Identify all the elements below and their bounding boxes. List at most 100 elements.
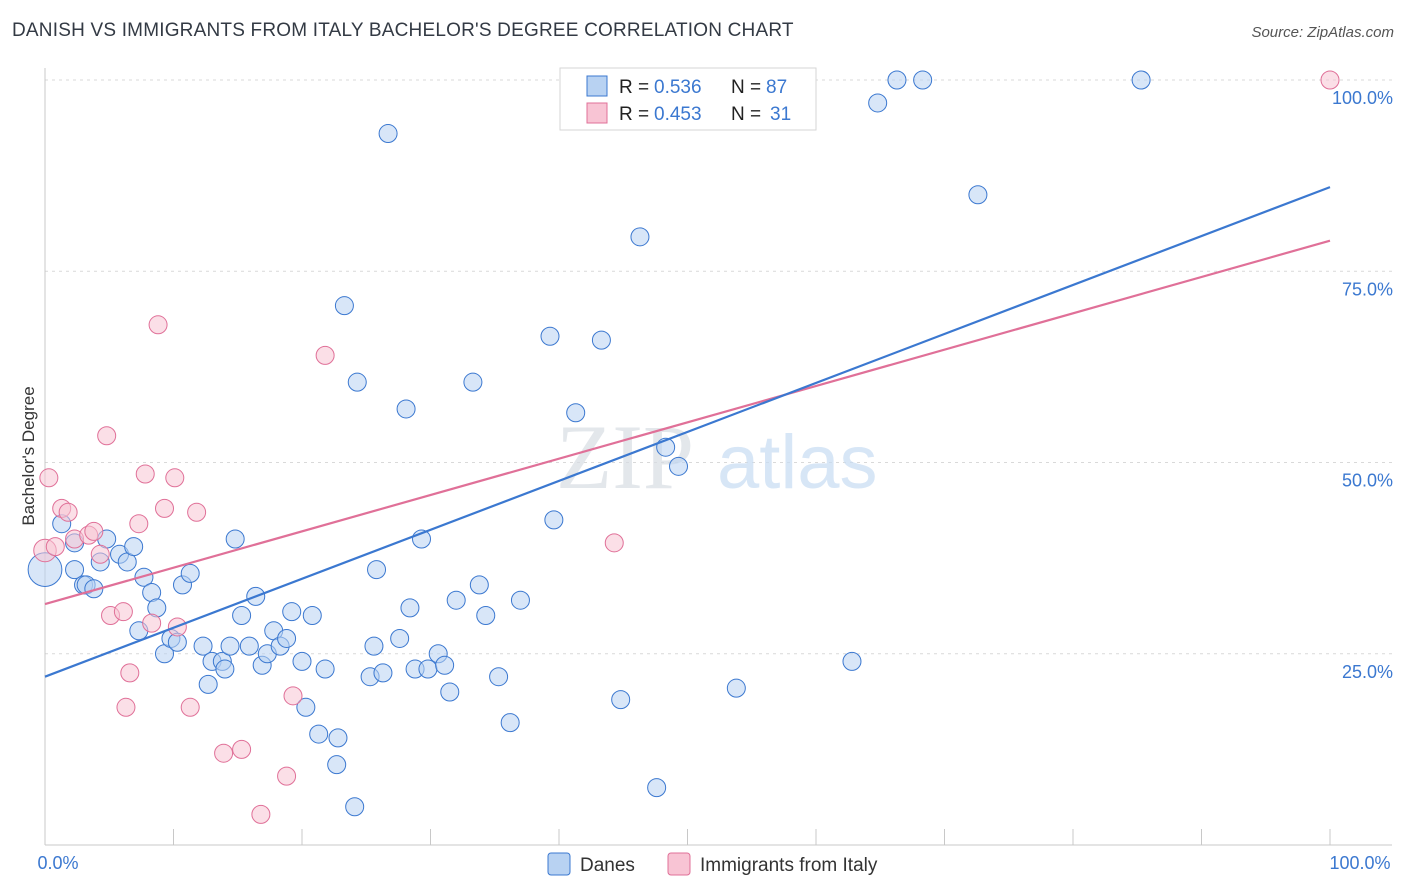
gridlines <box>45 79 1392 655</box>
y-tick-label: 100.0% <box>1332 88 1393 108</box>
bottom-legend-swatch-italy <box>667 852 691 876</box>
danes-point <box>968 185 988 205</box>
danes-point <box>463 372 483 392</box>
danes-point <box>347 372 367 392</box>
watermark: ZIP atlas <box>556 406 878 508</box>
danes-point <box>180 563 200 583</box>
legend-r-label-italy: R = <box>619 104 649 125</box>
danes-trend-line <box>44 186 1331 678</box>
legend-swatch-danes <box>586 75 608 97</box>
danes-point <box>390 628 410 648</box>
italy-point <box>283 686 303 706</box>
italy-point <box>165 468 185 488</box>
danes-point <box>591 330 611 350</box>
danes-point <box>489 667 509 687</box>
x-tick-left: 0.0% <box>37 853 78 873</box>
danes-point <box>1131 70 1151 90</box>
danes-point <box>328 728 348 748</box>
italy-point <box>90 544 110 564</box>
danes-point <box>198 674 218 694</box>
bottom-legend: Danes Immigrants from Italy <box>547 852 878 876</box>
danes-point <box>510 590 530 610</box>
italy-point <box>142 613 162 633</box>
italy-point <box>251 804 271 824</box>
legend-n-label-danes: N = <box>731 77 761 98</box>
legend-n-value-italy: 31 <box>770 104 791 125</box>
italy-point <box>315 345 335 365</box>
danes-points <box>27 70 1151 817</box>
danes-point <box>418 659 438 679</box>
legend-n-label-italy: N = <box>731 104 761 125</box>
y-tick-label: 75.0% <box>1342 279 1393 299</box>
legend-r-value-italy: 0.453 <box>654 104 702 125</box>
danes-point <box>446 590 466 610</box>
italy-point <box>604 533 624 553</box>
axes <box>44 68 1392 846</box>
danes-point <box>630 227 650 247</box>
y-axis-label: Bachelor's Degree <box>19 386 38 525</box>
italy-point <box>135 464 155 484</box>
y-tick-label: 50.0% <box>1342 471 1393 491</box>
danes-point <box>373 663 393 683</box>
italy-point <box>58 502 78 522</box>
legend-swatch-italy <box>586 102 608 124</box>
italy-point <box>187 502 207 522</box>
italy-point <box>1320 70 1340 90</box>
danes-point <box>400 598 420 618</box>
italy-trend-line <box>44 239 1331 606</box>
danes-point <box>378 124 398 144</box>
legend-r-label-danes: R = <box>619 77 649 98</box>
danes-point <box>566 403 586 423</box>
source-label: Source: ZipAtlas.com <box>1251 24 1394 41</box>
danes-point <box>868 93 888 113</box>
italy-point <box>113 602 133 622</box>
danes-point <box>440 682 460 702</box>
legend-n-value-danes: 87 <box>766 77 787 98</box>
danes-point <box>435 655 455 675</box>
trend-lines <box>44 186 1331 678</box>
danes-point <box>540 326 560 346</box>
watermark-zip: ZIP <box>556 406 694 508</box>
bottom-legend-label-italy: Immigrants from Italy <box>700 855 878 876</box>
watermark-atlas: atlas <box>717 420 878 505</box>
danes-point <box>345 797 365 817</box>
danes-point <box>215 659 235 679</box>
danes-point <box>726 678 746 698</box>
italy-point <box>148 315 168 335</box>
danes-point <box>647 778 667 798</box>
danes-point <box>296 697 316 717</box>
italy-point <box>97 426 117 446</box>
y-tick-labels: 100.0% 75.0% 50.0% 25.0% <box>1332 88 1393 682</box>
danes-point <box>193 636 213 656</box>
italy-point <box>129 514 149 534</box>
danes-point <box>327 755 347 775</box>
danes-point <box>302 606 322 625</box>
italy-point <box>277 766 297 786</box>
italy-point <box>45 537 65 557</box>
danes-point <box>232 606 252 625</box>
danes-point <box>842 651 862 671</box>
y-tick-label: 25.0% <box>1342 662 1393 682</box>
danes-point <box>887 70 907 90</box>
danes-point <box>469 575 489 595</box>
danes-point <box>239 636 259 656</box>
danes-point <box>544 510 564 530</box>
danes-point <box>225 529 245 549</box>
danes-point <box>315 659 335 679</box>
danes-point <box>282 602 302 622</box>
danes-point <box>669 456 689 476</box>
italy-points <box>33 70 1340 824</box>
danes-point <box>396 399 416 419</box>
italy-point <box>214 743 234 763</box>
danes-point <box>364 636 384 656</box>
danes-point <box>65 560 85 580</box>
danes-point <box>292 651 312 671</box>
italy-point <box>232 739 252 759</box>
danes-point <box>476 606 496 625</box>
italy-point <box>155 498 175 518</box>
danes-point <box>913 70 933 90</box>
legend-box: R = 0.536 N = 87 R = 0.453 N = 31 <box>559 67 817 131</box>
danes-point <box>124 537 144 557</box>
bottom-legend-swatch-danes <box>547 852 571 876</box>
